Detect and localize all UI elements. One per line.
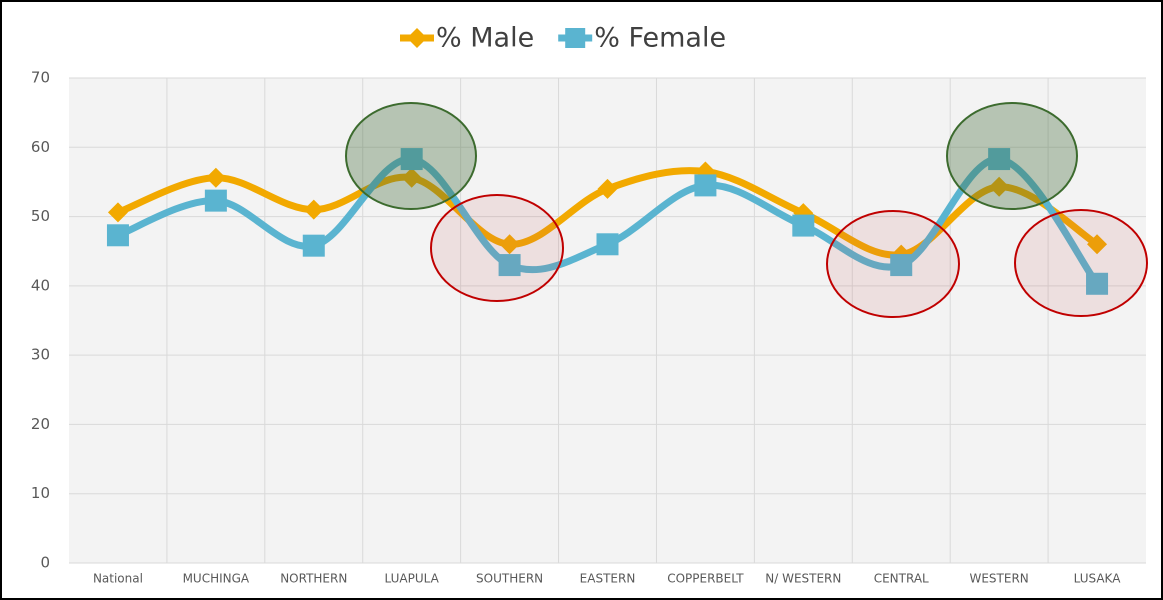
y-tick-label: 0 (40, 554, 50, 572)
x-tick-label: COPPERBELT (667, 572, 744, 586)
x-tick-label: EASTERN (580, 572, 636, 586)
marker (792, 214, 815, 237)
legend-label: % Female (594, 23, 726, 54)
x-tick-label: LUSAKA (1074, 572, 1122, 586)
marker (106, 224, 129, 247)
annotations (345, 102, 1148, 318)
marker (1086, 272, 1109, 295)
legend: % Male % Female (400, 23, 726, 54)
x-tick-label: NORTHERN (280, 572, 347, 586)
highlight-ellipse (826, 210, 960, 318)
marker (1087, 234, 1108, 255)
marker (204, 189, 227, 212)
marker (565, 28, 586, 48)
marker (401, 167, 422, 188)
highlight-ellipse (345, 102, 477, 210)
marker (499, 234, 520, 255)
marker (205, 167, 226, 188)
marker (988, 148, 1011, 171)
highlight-ellipse (430, 194, 564, 302)
x-tick-label: WESTERN (969, 572, 1028, 586)
x-tick-label: National (93, 572, 143, 586)
marker (597, 178, 618, 199)
marker (596, 233, 619, 256)
x-tick-label: LUAPULA (385, 572, 440, 586)
marker (989, 176, 1010, 197)
marker (302, 234, 325, 257)
x-tick-label: CENTRAL (874, 572, 929, 586)
x-tick-label: N/ WESTERN (765, 572, 841, 586)
y-tick-label: 40 (31, 276, 50, 294)
y-tick-label: 60 (31, 138, 50, 156)
marker (400, 148, 423, 171)
y-tick-label: 30 (31, 346, 50, 364)
marker (407, 28, 427, 48)
plot-background (69, 78, 1146, 563)
marker (303, 199, 324, 220)
x-tick-label: MUCHINGA (183, 572, 250, 586)
y-tick-label: 70 (31, 69, 50, 87)
y-tick-label: 20 (31, 415, 50, 433)
marker (890, 254, 913, 277)
y-tick-label: 10 (31, 484, 50, 502)
marker (694, 174, 717, 197)
legend-label: % Male (436, 23, 534, 54)
marker (498, 254, 521, 277)
x-tick-label: SOUTHERN (476, 572, 543, 586)
highlight-ellipse (946, 102, 1078, 210)
y-tick-label: 50 (31, 207, 50, 225)
marker (107, 202, 128, 223)
highlight-ellipse (1014, 209, 1148, 317)
plot (106, 148, 1109, 295)
